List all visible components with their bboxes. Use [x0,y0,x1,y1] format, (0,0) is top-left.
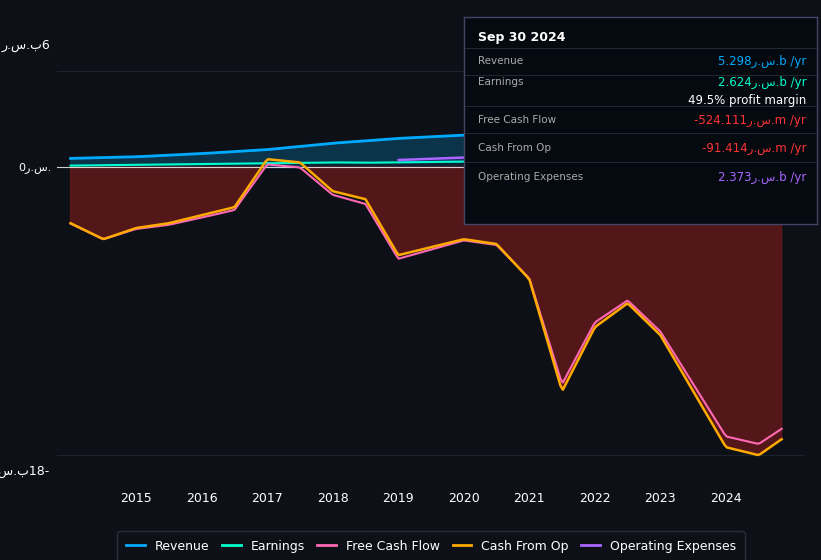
Text: 0ر.س.: 0ر.س. [18,162,52,172]
Text: 5.298ر.س.b /yr: 5.298ر.س.b /yr [718,55,806,68]
Text: Cash From Op: Cash From Op [478,143,551,153]
Text: -91.414ر.س.m /yr: -91.414ر.س.m /yr [702,142,806,155]
Text: 2.624ر.س.b /yr: 2.624ر.س.b /yr [718,76,806,88]
Text: Sep 30 2024: Sep 30 2024 [478,31,566,44]
Legend: Revenue, Earnings, Free Cash Flow, Cash From Op, Operating Expenses: Revenue, Earnings, Free Cash Flow, Cash … [117,531,745,560]
Text: 49.5% profit margin: 49.5% profit margin [688,94,806,107]
Text: ر.س.ب18-: ر.س.ب18- [0,465,50,478]
Text: 2.373ر.س.b /yr: 2.373ر.س.b /yr [718,171,806,184]
Text: Revenue: Revenue [478,57,523,66]
Text: -524.111ر.س.m /yr: -524.111ر.س.m /yr [695,114,806,127]
Text: Free Cash Flow: Free Cash Flow [478,115,556,125]
Text: Earnings: Earnings [478,77,524,87]
Text: Operating Expenses: Operating Expenses [478,172,583,183]
Text: ر.س.ب6: ر.س.ب6 [2,39,50,52]
